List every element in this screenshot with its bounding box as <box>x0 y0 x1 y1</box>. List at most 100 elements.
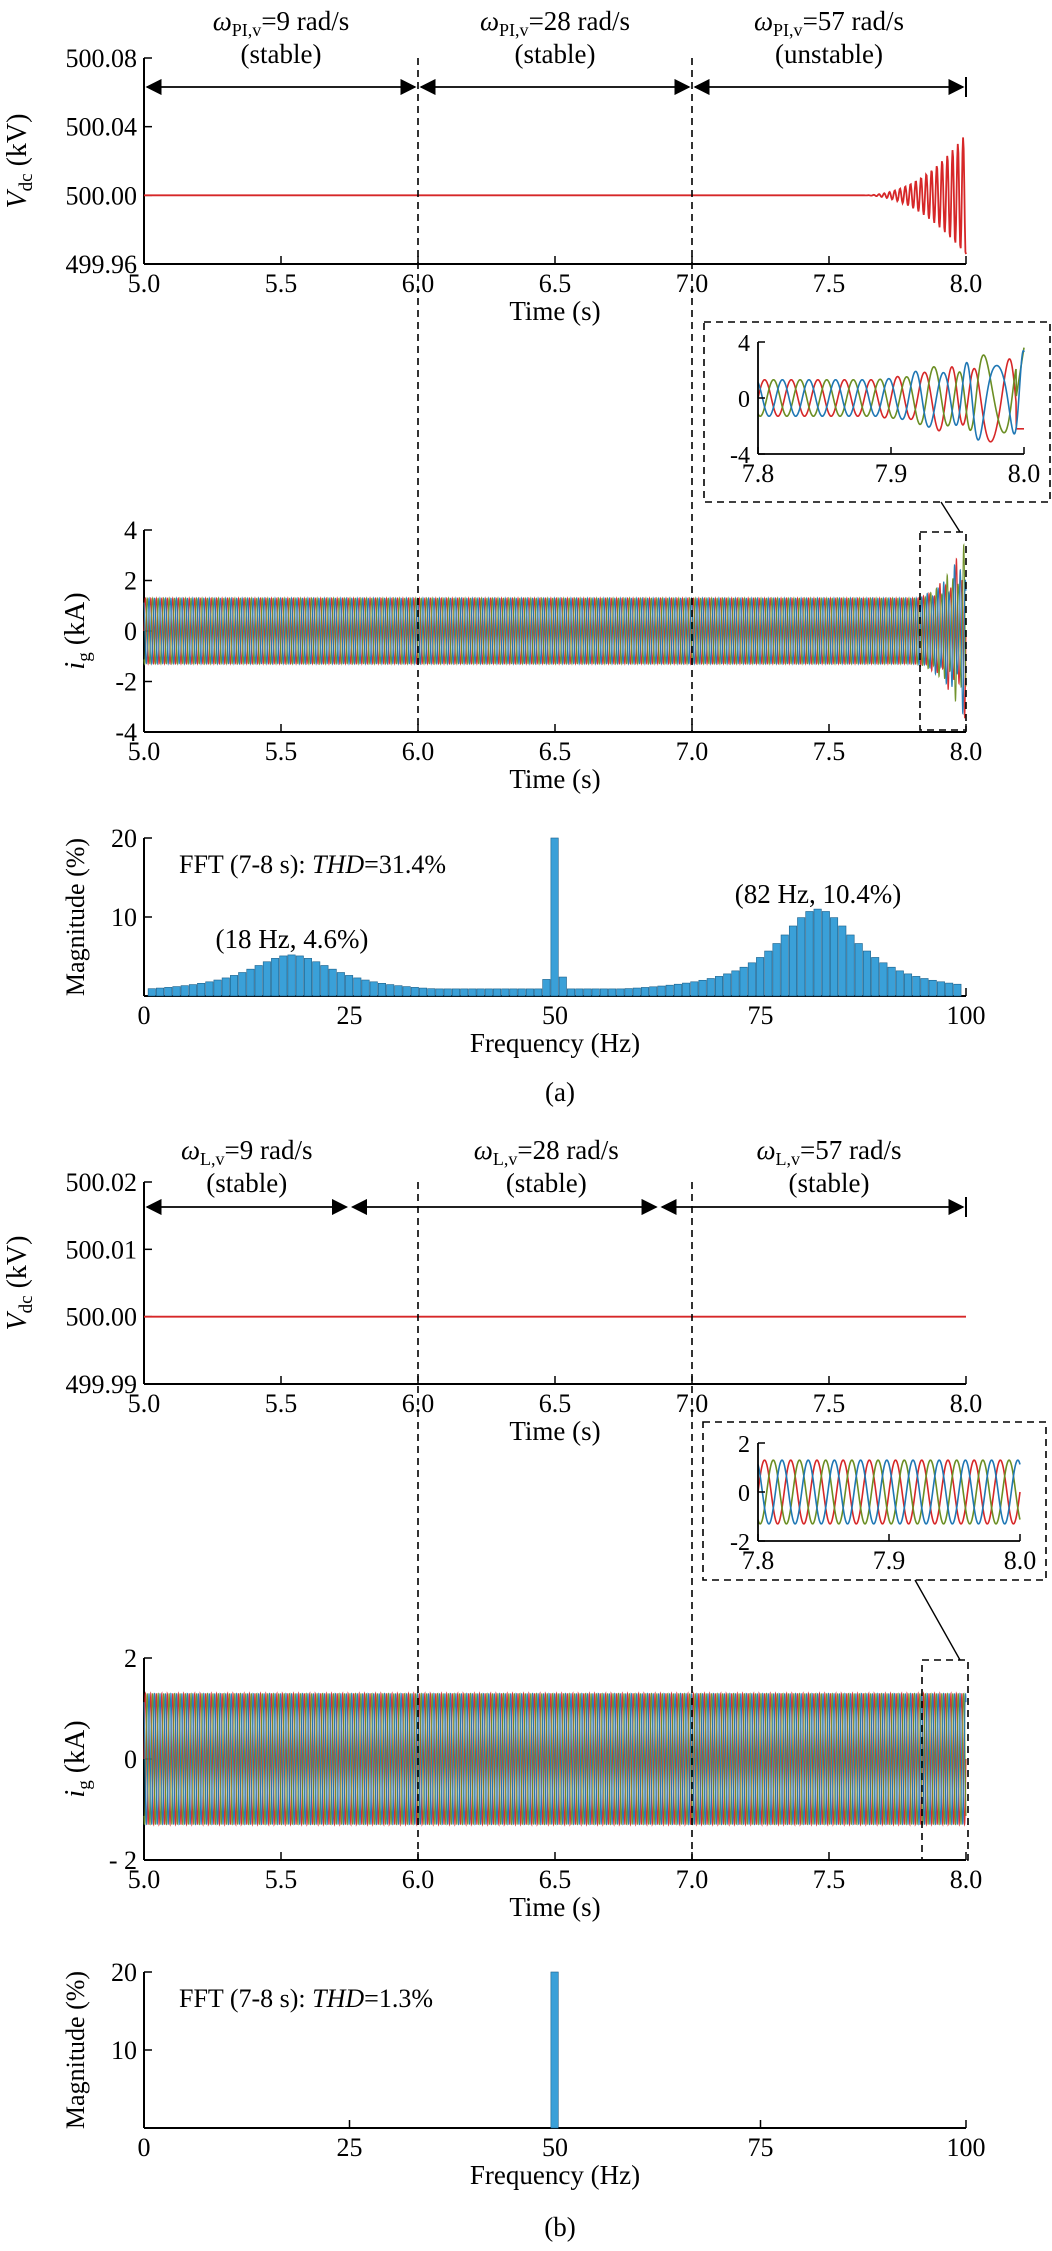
inset-y-tick-label: 2 <box>738 1432 750 1458</box>
fft-xlabel: Frequency (Hz) <box>470 2160 640 2190</box>
ig-phase-1-a <box>143 557 967 719</box>
region-status-2: (stable) <box>506 1168 587 1198</box>
fft-bar <box>591 988 600 997</box>
region-title-2: ωL,v=28 rad/s <box>474 1135 619 1169</box>
x-tick-label: 5.0 <box>128 737 161 766</box>
ig-phase-1-b <box>143 1691 967 1827</box>
fft-bar <box>714 976 723 997</box>
vdc-ylabel: Vdc (kV) <box>2 114 37 209</box>
x-tick-label: 6.0 <box>402 737 435 766</box>
fft-bar <box>945 982 954 997</box>
y-tick-label: 2 <box>124 567 137 596</box>
inset-phase-3-b <box>757 1459 1021 1525</box>
fft-y-tick-label: 10 <box>111 903 137 932</box>
fft-bar <box>246 968 255 997</box>
caption-a: (a) <box>545 1077 575 1107</box>
fft-bar <box>936 981 945 997</box>
fft-bar <box>180 985 189 997</box>
fft-bar <box>164 987 173 997</box>
fft-bar <box>345 975 354 997</box>
fft-bar <box>904 973 913 997</box>
fft-x-tick-label: 75 <box>748 2133 774 2162</box>
fft-x-tick-label: 0 <box>138 1001 151 1030</box>
ig-phase-3-b <box>143 1692 967 1826</box>
region-status-3: (stable) <box>789 1168 870 1198</box>
region-status-1: (stable) <box>241 39 322 69</box>
fft-bar <box>353 977 362 997</box>
fft-bar <box>147 988 156 997</box>
x-tick-label: 5.5 <box>265 737 298 766</box>
inset-frame-a <box>703 321 1051 503</box>
fft-bar <box>221 977 230 997</box>
fft-bar <box>271 958 280 997</box>
fft-bar <box>912 976 921 997</box>
zoom-connector-a <box>940 501 961 533</box>
fft-bar <box>772 943 781 997</box>
fft-bar <box>501 988 510 997</box>
inset-x-tick-label: 7.8 <box>742 459 775 488</box>
vdc-a-xlabel: Time (s) <box>509 296 600 326</box>
fft-bar <box>665 984 674 997</box>
inset-phase-3-a <box>757 349 1025 441</box>
fft-bar <box>895 970 904 997</box>
x-tick-label: 6.5 <box>539 1389 572 1418</box>
caption-b: (b) <box>544 2212 575 2242</box>
fft-bar <box>230 975 239 997</box>
fft-bar <box>534 988 543 997</box>
inset-frame-b <box>702 1421 1047 1581</box>
inset-y-tick-label: 0 <box>738 1481 750 1507</box>
x-tick-label: 6.5 <box>539 737 572 766</box>
fft-x-tick-label: 50 <box>542 2133 568 2162</box>
fft-bar <box>558 976 567 997</box>
inset-x-tick-label: 7.9 <box>875 459 908 488</box>
region-annotations-b: ωL,v=9 rad/s(stable)ωL,v=28 rad/s(stable… <box>143 1135 967 1217</box>
fft-bar <box>287 954 296 997</box>
fft-bar <box>821 911 830 997</box>
zoom-box-b <box>921 1659 969 1861</box>
y-tick-label: 4 <box>124 516 137 545</box>
fft-bar <box>632 987 641 997</box>
inset-phase-2-a <box>757 347 1025 434</box>
fft-bar <box>361 979 370 997</box>
x-tick-label: 7.0 <box>676 1865 709 1894</box>
x-tick-label: 7.5 <box>813 737 846 766</box>
fft-bar <box>879 962 888 997</box>
fft-bar <box>599 988 608 997</box>
fft-bar <box>649 986 658 997</box>
fft-bar <box>262 961 271 997</box>
region-status-2: (stable) <box>515 39 596 69</box>
ig-a-axes: 4 2 0 -2 -45.0 5.5 6.0 6.5 7.0 7.5 8.0 Time (s) ig (… <box>60 516 982 794</box>
zoom-connector-b <box>914 1579 961 1661</box>
x-tick-label: 8.0 <box>950 1389 983 1418</box>
fft-bar <box>862 950 871 997</box>
fft-bar <box>846 934 855 997</box>
inset-y-tick-label: -2 <box>730 1530 750 1556</box>
x-tick-label: 5.0 <box>128 1389 161 1418</box>
fft-bar <box>641 987 650 997</box>
fft-bar <box>871 957 880 997</box>
fft-bar <box>747 962 756 997</box>
fft-bar <box>460 988 469 997</box>
fft-x-tick-label: 25 <box>337 2133 363 2162</box>
fft-bar <box>764 950 773 997</box>
fft-bar <box>928 979 937 997</box>
fft-bar <box>887 966 896 997</box>
inset-phase-1-b <box>757 1459 1021 1525</box>
fft-bar <box>673 983 682 997</box>
region-title-3: ωL,v=57 rad/s <box>756 1135 901 1169</box>
fft-thd-label: FFT (7-8 s): THD=31.4% <box>179 850 446 879</box>
fft-bar <box>295 955 304 997</box>
fft-bar <box>410 987 419 997</box>
inset-phase-2-b <box>757 1459 1021 1525</box>
fft-bar <box>377 983 386 997</box>
fft-x-tick-label: 25 <box>337 1001 363 1030</box>
fft-bar <box>723 973 732 997</box>
ig-b-axes: 2 0 - 25.0 5.5 6.0 6.5 7.0 7.5 8.0 Time (s) ig (kA… <box>60 1644 982 1922</box>
y-tick-label: 500.02 <box>66 1168 138 1197</box>
fft-bar <box>550 837 559 997</box>
fft-bar <box>476 988 485 997</box>
fft-y-tick-label: 20 <box>111 824 137 853</box>
